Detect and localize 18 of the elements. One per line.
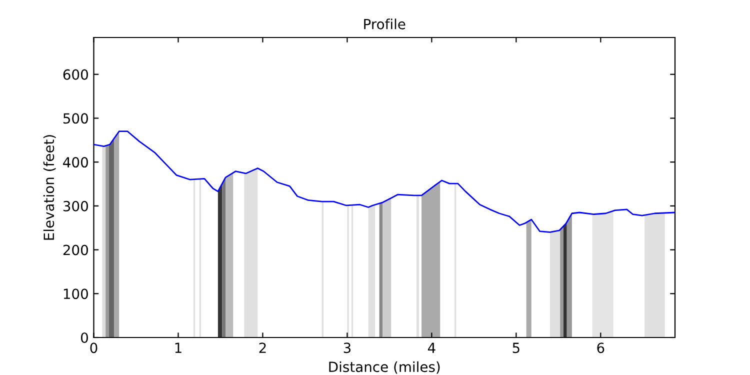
x-tick-label: 5 <box>512 342 520 354</box>
y-tick-label: 600 <box>63 69 88 80</box>
y-tick-label: 0 <box>80 332 88 343</box>
x-tick-label: 4 <box>428 342 436 353</box>
y-tick-label: 200 <box>63 244 88 256</box>
y-tick-label: 100 <box>64 288 88 300</box>
y-tick-label: 500 <box>63 113 88 124</box>
x-axis-title: Distance (miles) <box>329 361 440 374</box>
y-tick-label: 300 <box>63 200 88 212</box>
x-tick-label: 0 <box>90 342 98 354</box>
x-tick-label: 1 <box>175 342 182 353</box>
y-axis-title: Elevation (feet) <box>43 135 56 240</box>
chart-title: Profile <box>364 18 406 30</box>
y-tick-label: 400 <box>63 157 88 168</box>
x-tick-label: 3 <box>344 342 351 354</box>
line-series <box>94 130 675 233</box>
x-tick-label: 6 <box>597 342 604 354</box>
x-tick-label: 2 <box>259 342 266 353</box>
